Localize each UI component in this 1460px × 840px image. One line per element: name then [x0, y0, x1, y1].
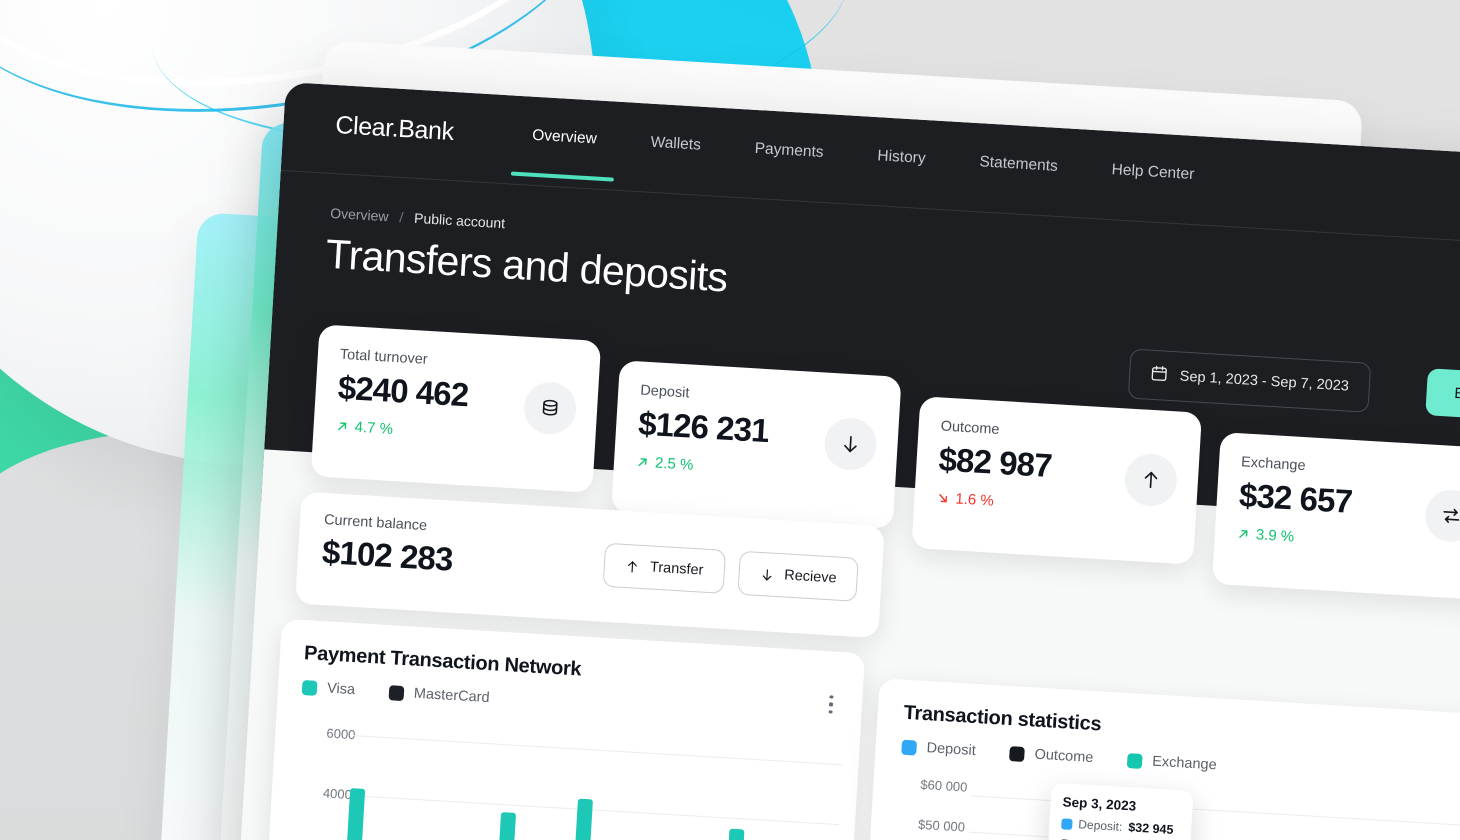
- stat-delta-label: 3.9 %: [1255, 526, 1295, 546]
- payment-transaction-network-panel: Payment Transaction Network Visa MasterC…: [261, 618, 866, 840]
- bar-chart-y-axis: 6000 4000 2000 0: [298, 724, 356, 803]
- legend-swatch-visa: [301, 679, 318, 696]
- exchange-icon: [1423, 488, 1460, 544]
- stat-delta: 3.9 %: [1236, 525, 1460, 556]
- date-range-picker[interactable]: Sep 1, 2023 - Sep 7, 2023: [1127, 348, 1372, 413]
- tooltip-value-deposit: $32 945: [1127, 820, 1174, 837]
- stat-card-outcome[interactable]: Outcome $82 987 1.6 %: [911, 396, 1202, 565]
- y-tick: $50 000: [917, 816, 966, 835]
- date-range-label: Sep 1, 2023 - Sep 7, 2023: [1179, 368, 1350, 395]
- gridline: [968, 831, 1460, 840]
- bar-visa: [722, 828, 745, 840]
- transfer-button-label: Transfer: [649, 559, 704, 579]
- stat-delta-label: 1.6 %: [954, 490, 995, 510]
- bar-series-container: [342, 735, 843, 840]
- gridline: [970, 795, 1460, 829]
- legend-swatch-deposit: [901, 739, 918, 756]
- stat-delta: 4.7 %: [335, 418, 574, 449]
- arrow-down-icon: [762, 568, 772, 580]
- nav-item-overview[interactable]: Overview: [503, 95, 626, 182]
- transfer-button[interactable]: Transfer: [602, 542, 726, 594]
- current-balance-card: Current balance $102 283 Transfer Reciev…: [295, 491, 885, 639]
- legend-item-deposit[interactable]: Deposit: [901, 739, 976, 759]
- arrow-up-right-icon: [1239, 530, 1248, 538]
- arrow-up-right-icon: [338, 422, 347, 431]
- brand-logo[interactable]: Clear.Bank: [334, 111, 455, 147]
- chart-tooltip: Sep 3, 2023 Deposit: $32 945 Outcome: $1…: [1045, 782, 1194, 840]
- line-chart-y-axis: $60 000 $50 000 $40 000 $30 000 $20 000 …: [890, 775, 968, 835]
- stat-card-total-turnover[interactable]: Total turnover $240 462 4.7 %: [310, 324, 602, 493]
- stat-delta-label: 2.5 %: [654, 454, 694, 474]
- y-tick: 4000: [322, 785, 353, 803]
- tooltip-swatch-deposit: [1061, 817, 1073, 830]
- bar-chart-plot: [342, 735, 843, 840]
- kebab-menu-icon[interactable]: [822, 695, 841, 714]
- dashboard-window: Clear.Bank Overview Wallets Payments His…: [233, 82, 1460, 840]
- line-chart-svg: [968, 795, 1460, 840]
- arrow-up-icon: [1123, 452, 1179, 508]
- bar-visa: [570, 798, 594, 840]
- legend-label-mastercard: MasterCard: [413, 685, 490, 707]
- stat-card-deposit[interactable]: Deposit $126 231 2.5 %: [611, 360, 902, 529]
- legend-swatch-outcome: [1009, 745, 1026, 762]
- nav-item-statements[interactable]: Statements: [979, 153, 1059, 175]
- stat-card-exchange[interactable]: Exchange $32 657 3.9 %: [1211, 432, 1460, 601]
- calendar-icon: [1149, 364, 1168, 387]
- tooltip-date: Sep 3, 2023: [1062, 794, 1137, 814]
- legend-label-outcome: Outcome: [1034, 746, 1094, 767]
- arrow-down-right-icon: [939, 494, 948, 503]
- arrow-down-icon: [823, 416, 879, 472]
- tooltip-row-deposit: Deposit: $32 945: [1061, 816, 1180, 837]
- bar-group[interactable]: [342, 787, 384, 840]
- stat-delta: 2.5 %: [636, 453, 875, 484]
- stat-delta-label: 4.7 %: [354, 418, 394, 438]
- legend-item-visa[interactable]: Visa: [301, 679, 356, 699]
- bar-group[interactable]: [722, 828, 762, 840]
- bar-group[interactable]: [494, 811, 535, 840]
- legend-swatch-mastercard: [388, 684, 405, 701]
- legend-item-mastercard[interactable]: MasterCard: [388, 684, 490, 706]
- arrow-up-right-icon: [638, 458, 647, 467]
- breadcrumb-separator: /: [398, 208, 404, 226]
- arrow-up-icon: [628, 560, 637, 572]
- receive-button-label: Recieve: [783, 567, 837, 587]
- y-tick: 6000: [326, 725, 356, 743]
- legend-item-exchange[interactable]: Exchange: [1126, 752, 1218, 774]
- legend-label-visa: Visa: [326, 680, 356, 699]
- breadcrumb-parent[interactable]: Overview: [329, 204, 390, 225]
- stat-delta: 1.6 %: [936, 489, 1175, 520]
- tooltip-label-deposit: Deposit:: [1077, 817, 1123, 834]
- legend-item-outcome[interactable]: Outcome: [1009, 745, 1094, 766]
- nav-item-payments[interactable]: Payments: [754, 139, 825, 161]
- receive-button[interactable]: Recieve: [736, 550, 859, 602]
- nav-item-history[interactable]: History: [876, 147, 927, 168]
- legend-swatch-exchange: [1126, 752, 1143, 769]
- legend-label-deposit: Deposit: [926, 740, 977, 760]
- bar-visa: [494, 811, 517, 840]
- transaction-statistics-panel: Transaction statistics Deposit Outcome E…: [860, 678, 1460, 840]
- database-icon: [522, 380, 578, 436]
- nav-item-wallets[interactable]: Wallets: [650, 133, 702, 154]
- nav-item-help-center[interactable]: Help Center: [1111, 161, 1195, 184]
- balance-actions: Transfer Recieve: [602, 542, 859, 602]
- y-tick: $60 000: [920, 776, 968, 795]
- line-chart-plot: [958, 788, 1460, 840]
- legend-label-exchange: Exchange: [1151, 753, 1218, 774]
- bar-group[interactable]: [570, 798, 612, 840]
